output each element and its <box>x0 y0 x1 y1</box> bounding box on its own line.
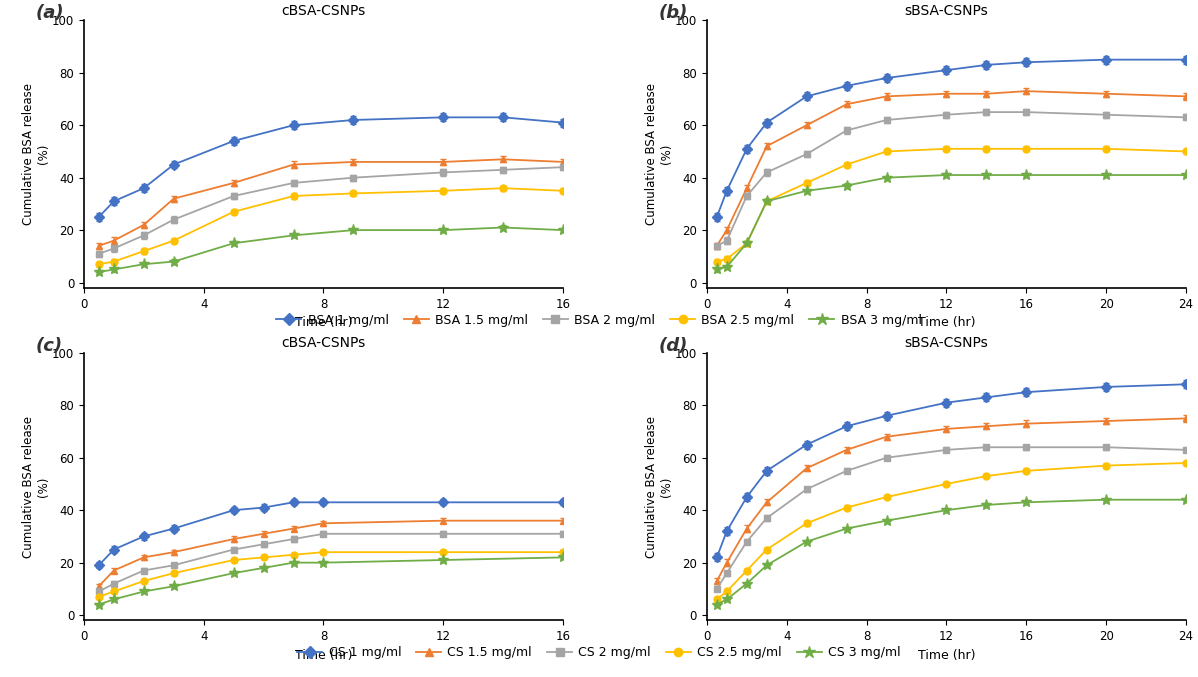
Title: cBSA-CSNPs: cBSA-CSNPs <box>282 336 365 350</box>
Title: sBSA-CSNPs: sBSA-CSNPs <box>904 336 988 350</box>
X-axis label: Time (hr): Time (hr) <box>918 649 975 661</box>
Y-axis label: Cumulative BSA release
(%): Cumulative BSA release (%) <box>646 416 673 558</box>
Text: (a): (a) <box>36 4 65 22</box>
Y-axis label: Cumulative BSA release
(%): Cumulative BSA release (%) <box>23 416 50 558</box>
Title: sBSA-CSNPs: sBSA-CSNPs <box>904 4 988 18</box>
Y-axis label: Cumulative BSA release
(%): Cumulative BSA release (%) <box>646 83 673 225</box>
Legend: CS 1 mg/ml, CS 1.5 mg/ml, CS 2 mg/ml, CS 2.5 mg/ml, CS 3 mg/ml: CS 1 mg/ml, CS 1.5 mg/ml, CS 2 mg/ml, CS… <box>292 641 906 664</box>
Text: (b): (b) <box>659 4 689 22</box>
X-axis label: Time (hr): Time (hr) <box>295 649 352 661</box>
X-axis label: Time (hr): Time (hr) <box>918 316 975 329</box>
X-axis label: Time (hr): Time (hr) <box>295 316 352 329</box>
Text: (d): (d) <box>659 336 689 355</box>
Legend: BSA 1 mg/ml, BSA 1.5 mg/ml, BSA 2 mg/ml, BSA 2.5 mg/ml, BSA 3 mg/ml: BSA 1 mg/ml, BSA 1.5 mg/ml, BSA 2 mg/ml,… <box>272 309 926 332</box>
Text: (c): (c) <box>36 336 63 355</box>
Title: cBSA-CSNPs: cBSA-CSNPs <box>282 4 365 18</box>
Y-axis label: Cumulative BSA release
(%): Cumulative BSA release (%) <box>23 83 50 225</box>
